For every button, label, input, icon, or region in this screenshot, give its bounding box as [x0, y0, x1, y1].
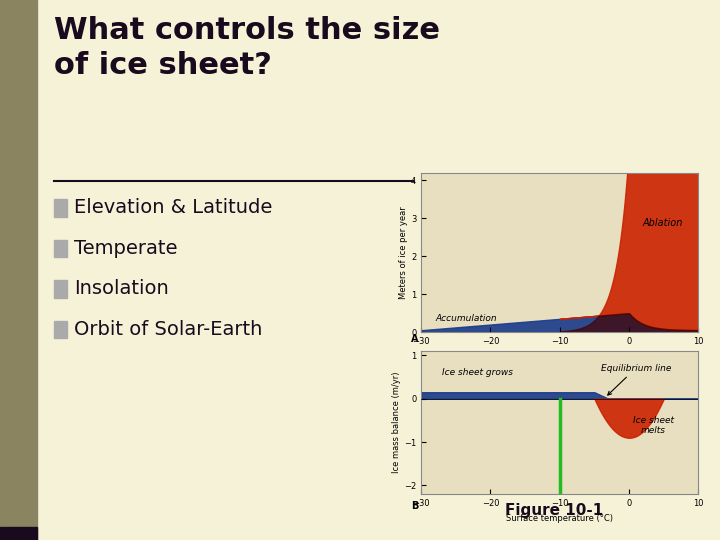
- X-axis label: Surface temperature (°C): Surface temperature (°C): [506, 352, 613, 361]
- Text: Temperate: Temperate: [74, 239, 178, 258]
- X-axis label: Surface temperature (°C): Surface temperature (°C): [506, 514, 613, 523]
- Text: What controls the size
of ice sheet?: What controls the size of ice sheet?: [54, 16, 440, 80]
- Text: Elevation & Latitude: Elevation & Latitude: [74, 198, 273, 218]
- Text: Orbit of Solar-Earth: Orbit of Solar-Earth: [74, 320, 263, 339]
- Text: Ice sheet grows: Ice sheet grows: [442, 368, 513, 377]
- Text: Insolation: Insolation: [74, 279, 169, 299]
- Text: Ice sheet
melts: Ice sheet melts: [633, 416, 674, 435]
- Y-axis label: Ice mass balance (m/yr): Ice mass balance (m/yr): [392, 372, 401, 473]
- Text: Ablation: Ablation: [643, 218, 683, 228]
- Text: A: A: [411, 334, 418, 344]
- Y-axis label: Meters of ice per year: Meters of ice per year: [399, 206, 408, 299]
- Text: Equilibrium line: Equilibrium line: [601, 363, 671, 395]
- Text: B: B: [411, 501, 418, 511]
- Text: Accumulation: Accumulation: [435, 314, 497, 323]
- Text: Figure 10-1: Figure 10-1: [505, 503, 603, 518]
